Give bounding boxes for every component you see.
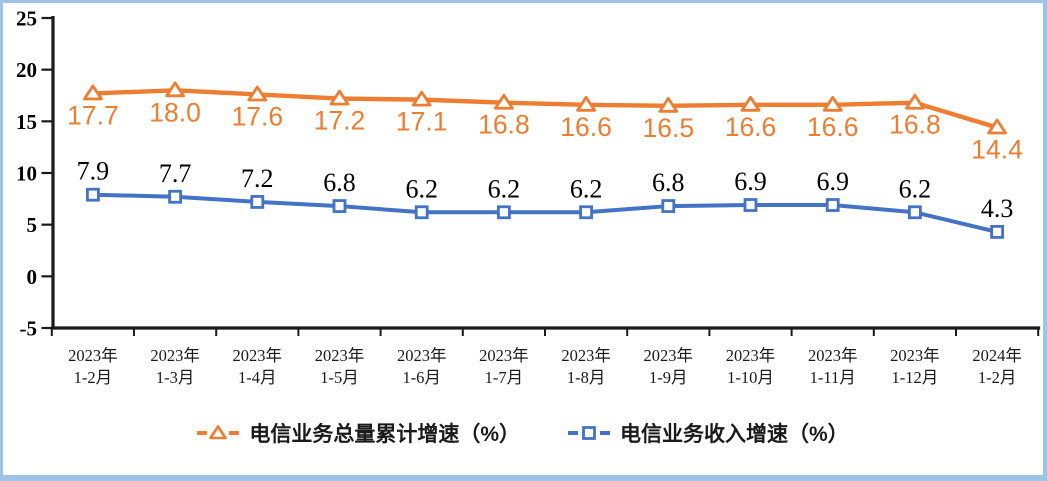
triangle-marker: [165, 81, 185, 98]
data-label: 6.9: [816, 167, 849, 196]
y-axis-tick-label: -5: [20, 317, 38, 341]
data-label: 7.2: [241, 164, 274, 193]
triangle-marker: [740, 95, 761, 112]
x-axis-label-months: 1-12月: [892, 368, 939, 387]
data-label: 6.2: [488, 174, 521, 203]
legend-label-revenue-growth: 电信业务收入增速（%）: [620, 423, 849, 446]
data-label: 6.9: [734, 167, 767, 196]
x-axis-label-months: 1-2月: [978, 368, 1017, 387]
legend-label-total-volume-growth: 电信业务总量累计增速（%）: [249, 423, 520, 446]
x-axis-label-year: 2023年: [397, 346, 447, 365]
square-marker: [332, 199, 347, 213]
data-label: 6.2: [899, 174, 932, 203]
triangle-marker: [83, 84, 103, 101]
x-axis-label-months: 1-9月: [649, 368, 688, 387]
square-marker: [990, 224, 1004, 239]
square-marker: [414, 205, 429, 220]
x-axis-label-months: 1-7月: [485, 368, 524, 387]
data-label: 17.2: [314, 106, 366, 136]
data-label: 6.2: [405, 174, 438, 203]
triangle-marker: [822, 95, 843, 112]
x-axis-label-year: 2023年: [808, 346, 858, 365]
x-axis-label-months: 1-3月: [156, 368, 195, 387]
triangle-marker: [411, 90, 432, 107]
data-label: 6.2: [570, 174, 603, 203]
x-axis-label-year: 2024年: [972, 346, 1022, 365]
data-label: 18.0: [149, 97, 201, 127]
x-axis-label-year: 2023年: [233, 346, 283, 365]
data-label: 6.8: [652, 168, 685, 197]
x-axis-label-year: 2023年: [726, 346, 776, 365]
triangle-marker: [494, 93, 514, 110]
data-label: 7.7: [159, 159, 192, 188]
x-axis-label-year: 2023年: [479, 346, 529, 365]
x-axis-label-year: 2023年: [150, 346, 200, 365]
data-label: 16.8: [889, 110, 941, 140]
x-axis-label-year: 2023年: [68, 346, 118, 365]
x-axis-label-year: 2023年: [561, 346, 611, 365]
square-marker: [86, 187, 100, 202]
triangle-marker: [329, 89, 350, 106]
y-axis-tick-label: 20: [16, 58, 37, 82]
data-label: 4.3: [981, 194, 1014, 223]
y-axis-tick-label: 15: [16, 110, 37, 134]
square-marker: [496, 205, 511, 220]
square-marker: [825, 198, 840, 212]
x-axis-label-months: 1-2月: [74, 368, 113, 387]
y-axis-tick-label: 5: [27, 213, 38, 237]
square-marker: [168, 189, 183, 204]
square-marker: [908, 205, 922, 220]
y-axis-tick-label: 25: [16, 7, 37, 31]
data-label: 17.1: [396, 107, 448, 137]
square-marker: [250, 195, 265, 209]
data-label: 17.7: [67, 100, 119, 130]
x-axis-label-months: 1-10月: [727, 368, 774, 387]
series-line-1: [90, 192, 1000, 234]
x-axis-label-months: 1-4月: [238, 368, 277, 387]
x-axis-label-year: 2023年: [315, 346, 365, 365]
y-axis-tick-label: 10: [16, 162, 37, 186]
data-label: 17.6: [232, 101, 284, 131]
y-axis-tick-label: 0: [27, 265, 38, 289]
triangle-marker: [576, 95, 596, 112]
x-axis-label-months: 1-11月: [810, 368, 856, 387]
triangle-marker: [658, 96, 679, 113]
data-label: 16.6: [560, 112, 612, 142]
series-line-0: [90, 88, 1000, 130]
legend-item-revenue-growth: 电信业务收入增速（%）: [568, 418, 849, 448]
square-marker-icon: [568, 426, 610, 440]
x-axis-label-months: 1-8月: [567, 368, 606, 387]
x-axis-label-months: 1-5月: [320, 368, 359, 387]
triangle-marker: [987, 118, 1007, 135]
square-marker: [579, 205, 593, 220]
data-label: 16.8: [478, 110, 530, 140]
triangle-marker: [905, 93, 925, 110]
chart-legend: 电信业务总量累计增速（%） 电信业务收入增速（%）: [3, 418, 1043, 448]
x-axis-label-months: 1-6月: [402, 368, 441, 387]
x-axis-label-year: 2023年: [890, 346, 940, 365]
triangle-marker-icon: [197, 425, 240, 440]
data-label: 16.6: [725, 112, 777, 142]
data-label: 16.6: [807, 112, 859, 142]
x-axis-label-year: 2023年: [644, 346, 694, 365]
data-label: 7.9: [77, 157, 110, 186]
line-chart: 25 20 15 10 5 0 -5 2023年 1-2月 2023年 1-3月 2023年 1-4月 2…: [16, 7, 1041, 387]
data-label: 14.4: [971, 135, 1023, 165]
data-label: 16.5: [643, 113, 695, 143]
square-marker: [743, 198, 758, 212]
data-label: 6.8: [323, 168, 356, 197]
square-marker: [661, 199, 676, 213]
legend-item-total-volume-growth: 电信业务总量累计增速（%）: [197, 418, 520, 448]
triangle-marker: [247, 85, 268, 102]
